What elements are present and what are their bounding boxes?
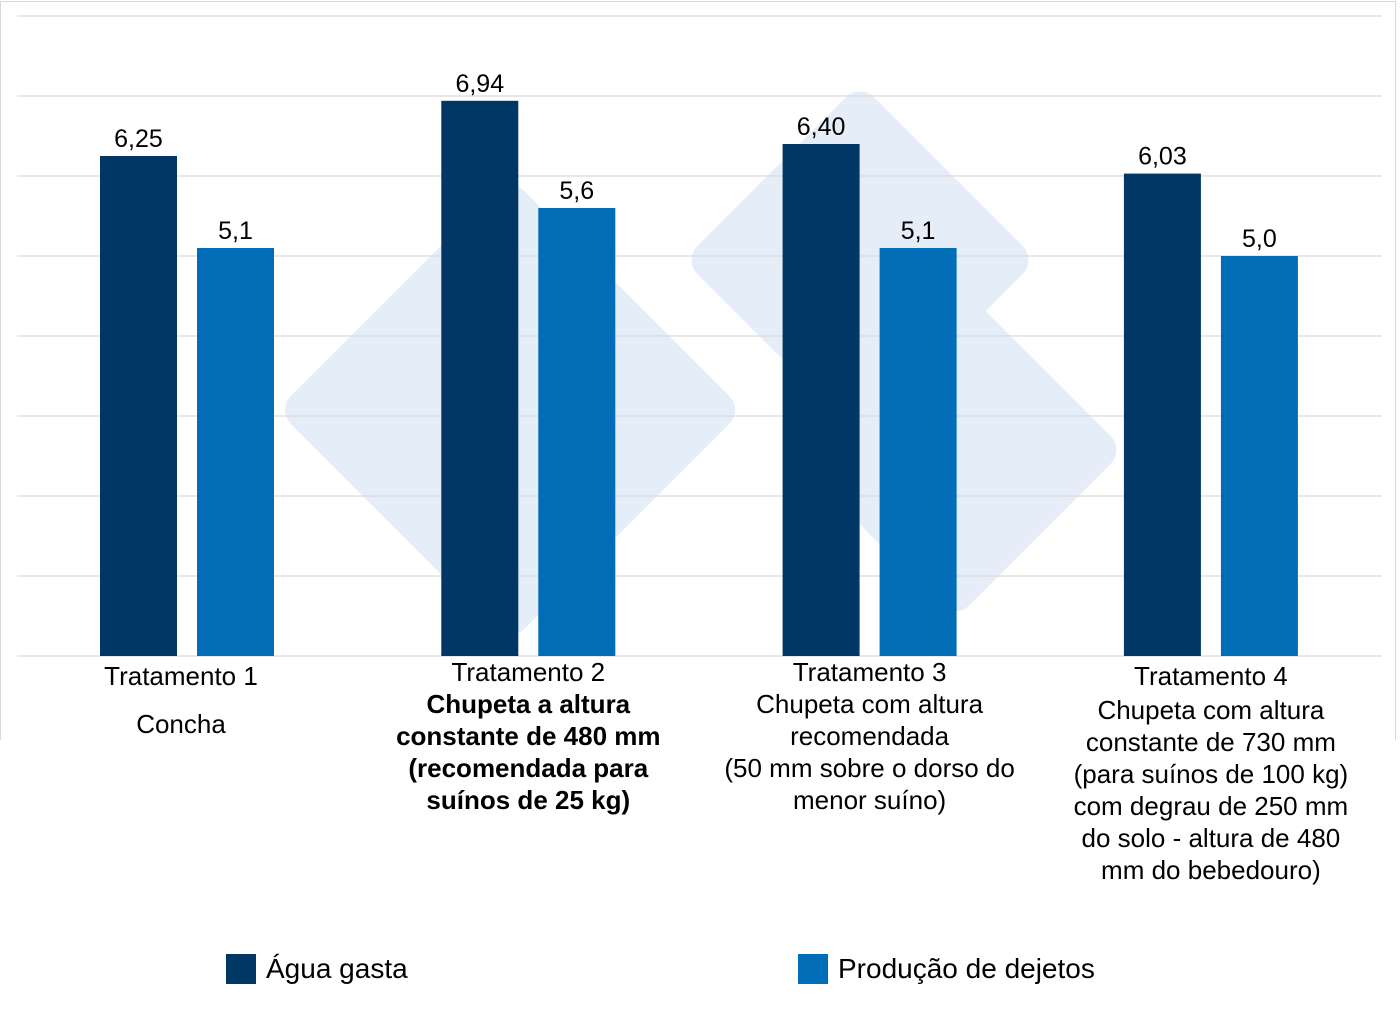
bar — [538, 208, 616, 656]
category-label: Tratamento 3 Chupeta com altura recomenda… — [700, 656, 1040, 816]
data-label: 6,40 — [797, 113, 846, 141]
bar — [100, 156, 177, 656]
category-name: Tratamento 3 — [792, 657, 947, 687]
data-label: 6,03 — [1138, 143, 1187, 171]
legend-item-agua-gasta: Água gasta — [226, 953, 408, 985]
category-name: Tratamento 1 — [104, 661, 258, 691]
category-label: Tratamento 1 Concha — [11, 660, 351, 740]
category-label: Tratamento 4 Chupeta com altura constante… — [1041, 660, 1381, 886]
bar — [1220, 256, 1298, 656]
data-label: 5,1 — [218, 217, 253, 245]
bars — [100, 100, 1298, 657]
data-labels: 6,25 6,94 6,40 6,03 5,1 5,6 5,1 5,0 — [114, 70, 1277, 253]
legend-swatch — [798, 954, 828, 984]
legend-swatch — [226, 954, 256, 984]
category-description: Chupeta com altura constante de 730 mm (… — [1073, 695, 1349, 885]
legend-label: Água gasta — [266, 953, 408, 984]
category-description: Chupeta a altura constante de 480 mm (re… — [396, 689, 661, 815]
data-label: 5,1 — [901, 217, 936, 245]
data-label: 6,25 — [114, 125, 163, 153]
category-name: Tratamento 4 — [1134, 661, 1288, 691]
data-label: 6,94 — [455, 70, 504, 98]
watermark-logo — [284, 91, 1117, 636]
bar — [879, 248, 957, 656]
bar — [1123, 173, 1201, 656]
legend-item-producao-dejetos: Produção de dejetos — [798, 953, 1095, 985]
bar — [782, 144, 860, 656]
data-label: 5,0 — [1242, 225, 1277, 253]
category-description: Concha — [136, 709, 226, 739]
data-label: 5,6 — [559, 177, 594, 205]
category-description: Chupeta com altura recomendada (50 mm so… — [724, 689, 1015, 815]
category-name: Tratamento 2 — [451, 657, 606, 687]
legend-label: Produção de dejetos — [838, 953, 1095, 984]
bar — [197, 248, 274, 656]
bar — [441, 100, 519, 657]
category-label: Tratamento 2 Chupeta a altura constante d… — [358, 656, 698, 816]
